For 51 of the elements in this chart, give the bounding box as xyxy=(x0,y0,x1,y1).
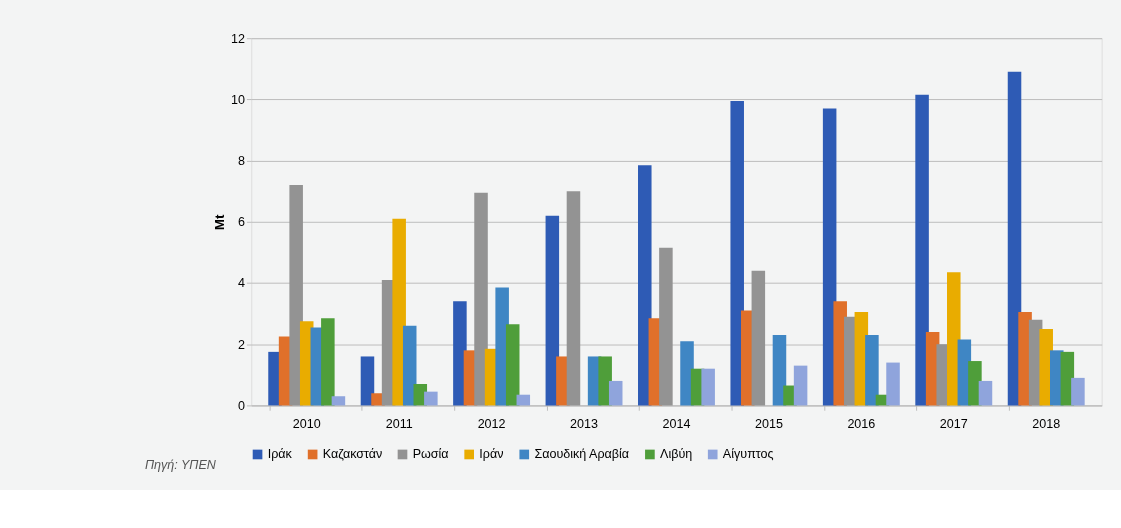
bar xyxy=(608,380,623,406)
x-tick-label: 2014 xyxy=(662,417,691,432)
bar xyxy=(772,335,787,406)
bar xyxy=(915,94,929,406)
legend-label: Καζακστάν xyxy=(322,447,383,462)
x-tick-label: 2012 xyxy=(477,417,506,432)
bar xyxy=(516,394,531,406)
x-tick-label: 2010 xyxy=(292,417,321,432)
bar xyxy=(701,368,715,406)
legend-label: Ιράκ xyxy=(267,447,293,462)
x-tick-label: 2018 xyxy=(1032,417,1061,432)
bar xyxy=(402,325,417,406)
bar xyxy=(886,362,900,406)
x-tick-label: 2011 xyxy=(385,417,413,432)
x-tick-label: 2015 xyxy=(754,417,783,432)
y-tick-label: 4 xyxy=(237,276,245,291)
legend-label: Ρωσία xyxy=(412,447,449,462)
bar xyxy=(505,324,520,406)
text: Πηγή: ΥΠΕΝ xyxy=(144,458,217,473)
bar xyxy=(545,215,560,406)
bar xyxy=(321,318,335,406)
y-tick-label: 8 xyxy=(237,153,245,168)
y-axis-title: Mt xyxy=(212,213,228,231)
bar xyxy=(730,100,744,406)
y-tick-label: 10 xyxy=(231,92,245,107)
x-tick-label: 2016 xyxy=(847,417,876,432)
bar xyxy=(289,185,303,406)
legend-label: Σαουδική Αραβία xyxy=(534,447,630,462)
bar xyxy=(360,356,375,406)
bar xyxy=(1007,71,1022,406)
bar xyxy=(474,192,488,406)
x-tick-label: 2013 xyxy=(570,417,598,432)
bar xyxy=(424,391,438,406)
legend-label: Λιβύη xyxy=(660,447,693,462)
bar xyxy=(793,365,808,406)
bar xyxy=(638,165,652,406)
y-tick-label: 2 xyxy=(237,337,245,352)
legend-label: Αίγυπτος xyxy=(722,447,774,462)
bar xyxy=(978,380,993,406)
bar xyxy=(392,218,406,406)
bar xyxy=(1071,377,1085,406)
y-tick-label: 12 xyxy=(231,31,245,46)
bar xyxy=(751,270,766,406)
legend-label: Ιράν xyxy=(479,447,504,462)
bar xyxy=(865,335,879,406)
y-tick-label: 0 xyxy=(237,398,245,413)
bar xyxy=(331,396,346,406)
bar xyxy=(566,191,581,406)
y-tick-label: 6 xyxy=(237,215,245,230)
x-tick-label: 2017 xyxy=(939,417,968,432)
bar xyxy=(659,247,673,406)
